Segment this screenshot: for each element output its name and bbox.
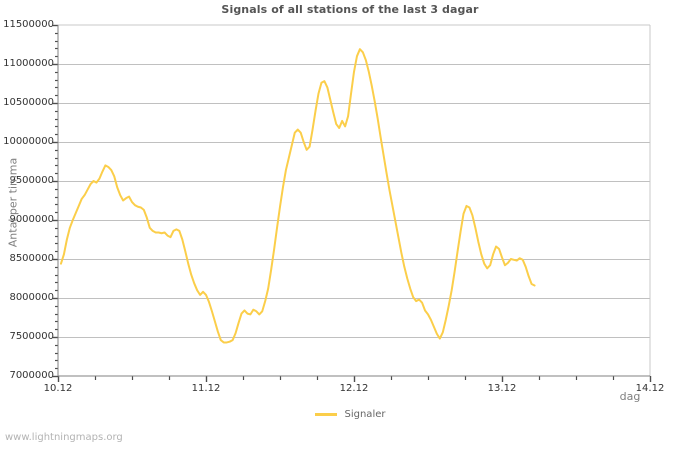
grid-lines xyxy=(58,64,650,338)
site-watermark: www.lightningmaps.org xyxy=(5,432,123,443)
x-axis-tick-label: 11.12 xyxy=(191,383,221,394)
y-axis-tick-label: 8000000 xyxy=(9,292,54,303)
y-axis-tick-label: 11000000 xyxy=(3,58,54,69)
x-axis-title: dag xyxy=(619,390,641,403)
y-axis-tick-label: 11500000 xyxy=(3,19,54,30)
y-axis-tick-label: 10500000 xyxy=(3,97,54,108)
legend-label-signaler: Signaler xyxy=(344,409,386,420)
y-axis-tick-label: 7500000 xyxy=(9,331,54,342)
y-axis-tick-label: 9000000 xyxy=(9,214,54,225)
data-series-signaler xyxy=(59,48,536,344)
x-axis-tick-label: 14.12 xyxy=(635,383,665,394)
chart-title: Signals of all stations of the last 3 da… xyxy=(221,3,479,16)
y-axis-title: Antal per timma xyxy=(6,157,20,248)
chart-legend: Signaler xyxy=(0,409,700,420)
x-axis-tick-label: 12.12 xyxy=(339,383,369,394)
axis-ticks xyxy=(53,24,652,382)
y-axis-tick-label: 9500000 xyxy=(9,175,54,186)
y-axis-tick-label: 8500000 xyxy=(9,253,54,264)
x-axis-tick-label: 13.12 xyxy=(487,383,517,394)
x-axis-tick-label: 10.12 xyxy=(43,383,73,394)
y-axis-tick-label: 10000000 xyxy=(3,136,54,147)
y-axis-tick-label: 7000000 xyxy=(9,370,54,381)
legend-swatch-signaler xyxy=(314,413,337,416)
plot-frame xyxy=(57,24,651,377)
